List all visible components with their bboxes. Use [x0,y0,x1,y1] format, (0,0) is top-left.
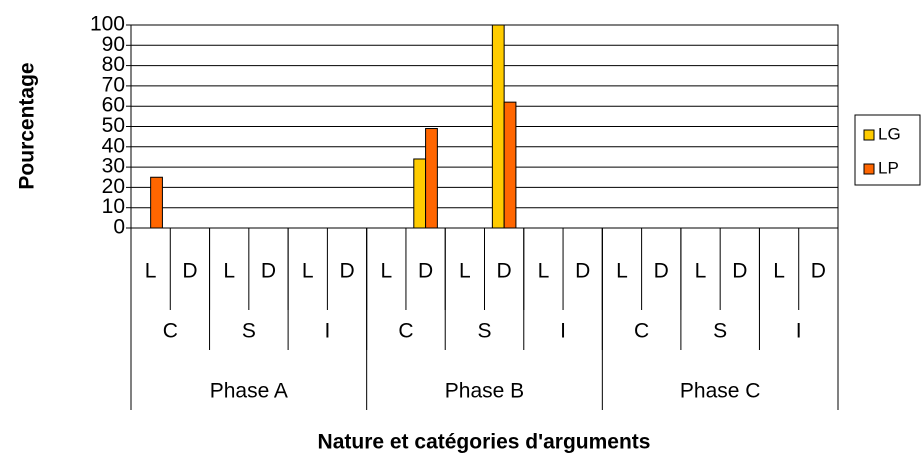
categories-label: D [497,260,512,283]
groups-label: Phase A [210,380,288,403]
legend-swatch [863,129,875,141]
categories-label: D [811,260,826,283]
subgroups-label: I [560,320,566,343]
subgroups-label: I [324,320,330,343]
legend-swatch [863,163,875,175]
bar [425,128,438,229]
legend-label: LG [878,124,901,143]
categories-label: L [223,260,235,283]
categories-label: D [654,260,669,283]
y-axis-title: Pourcentage [16,62,39,189]
categories-label: D [261,260,276,283]
bar [150,176,163,229]
categories-label: L [616,260,628,283]
bar [413,158,427,229]
y-tick-label: 0 [113,216,125,239]
y-tick-label: 20 [102,175,125,198]
legend-label: LP [878,158,899,177]
y-tick-label: 60 [102,94,125,117]
x-axis-title: Nature et catégories d'arguments [318,431,651,454]
categories-label: D [732,260,747,283]
y-tick-label: 80 [102,53,125,76]
y-tick-label: 70 [102,73,125,96]
subgroups-label: S [242,320,256,343]
subgroups-label: C [398,320,413,343]
y-tick-label: 50 [102,114,125,137]
categories-label: L [302,260,314,283]
y-tick-label: 30 [102,155,125,178]
subgroups-label: S [477,320,491,343]
groups-label: Phase B [445,380,524,403]
y-tick-label: 40 [102,134,125,157]
groups-label: Phase C [680,380,761,403]
y-tick-label: 90 [102,33,125,56]
categories-label: D [339,260,354,283]
subgroups-label: C [163,320,178,343]
categories-label: D [182,260,197,283]
subgroups-label: C [634,320,649,343]
categories-label: L [380,260,392,283]
categories-label: L [145,260,157,283]
categories-label: L [695,260,707,283]
bar [503,101,517,229]
categories-label: L [773,260,785,283]
categories-label: L [459,260,471,283]
subgroups-label: I [796,320,802,343]
categories-label: D [418,260,433,283]
categories-label: D [575,260,590,283]
y-tick-label: 100 [90,13,125,36]
categories-label: L [538,260,550,283]
bar [491,24,505,229]
subgroups-label: S [713,320,727,343]
y-tick-label: 10 [102,195,125,218]
